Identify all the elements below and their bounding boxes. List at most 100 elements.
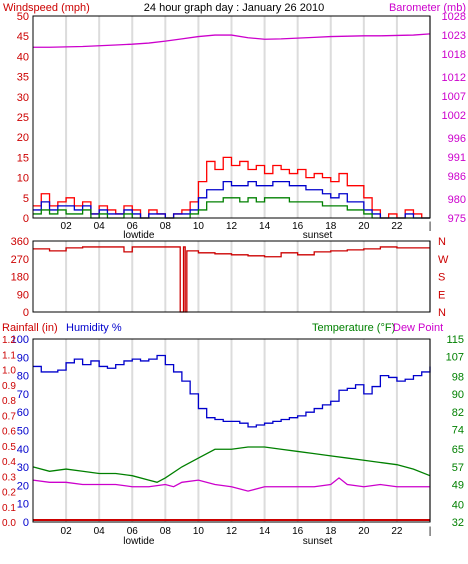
rainfall-tick-label: 1.0: [2, 366, 16, 377]
temperature-tick-label: 82: [452, 407, 464, 419]
barometer-tick-label: 975: [448, 213, 466, 225]
x-tick-label: 22: [391, 526, 403, 537]
x-tick-label: 04: [94, 526, 106, 537]
barometer-tick-label: 986: [448, 171, 466, 183]
humidity-tick-label: 80: [17, 371, 29, 383]
x-tick-label: 04: [94, 221, 106, 232]
x-tick-label: 08: [160, 526, 172, 537]
barometer-tick-label: 1002: [442, 110, 466, 122]
x-tick-label: 12: [226, 221, 238, 232]
x-tick-label: 20: [358, 526, 370, 537]
compass-tick-label: S: [438, 272, 445, 284]
barometer-tick-label: 980: [448, 194, 466, 206]
barometer-series: [33, 33, 431, 48]
x-tick-label: 18: [325, 221, 337, 232]
wind-tick-label: 35: [17, 72, 29, 84]
wind-tick-label: 15: [17, 152, 29, 164]
humidity-tick-label: 50: [17, 426, 29, 438]
chart-title: 24 hour graph day : January 26 2010: [144, 2, 324, 14]
wind-axis-label: Windspeed (mph): [3, 2, 90, 14]
x-tick-label: 02: [61, 221, 73, 232]
wind-tick-label: 25: [17, 112, 29, 124]
x-tick-label: 14: [259, 221, 271, 232]
dewpoint-axis-label: Dew Point: [393, 322, 443, 334]
rainfall-tick-label: 0.4: [2, 457, 16, 468]
wind-tick-label: 30: [17, 92, 29, 104]
temperature-tick-label: 49: [452, 480, 464, 492]
direction-tick-label: 0: [23, 307, 29, 319]
direction-series: [33, 246, 430, 313]
direction-tick-label: 270: [11, 254, 29, 266]
annotation-lowtide: lowtide: [123, 230, 155, 241]
humidity-tick-label: 100: [11, 334, 29, 346]
rainfall-tick-label: 0.3: [2, 472, 16, 483]
x-tick-label: 02: [61, 526, 73, 537]
rainfall-tick-label: 0.8: [2, 396, 16, 407]
compass-tick-label: W: [438, 254, 449, 266]
barometer-tick-label: 1018: [442, 49, 466, 61]
x-tick-label: 22: [391, 221, 403, 232]
rainfall-tick-label: 0.1: [2, 503, 16, 514]
rainfall-tick-label: 1.2: [2, 335, 16, 346]
compass-tick-label: N: [438, 236, 446, 248]
rainfall-tick-label: 0.6: [2, 427, 16, 438]
rainfall-axis-label: Rainfall (in): [2, 322, 58, 334]
x-tick-label: |: [429, 221, 432, 232]
annotation-sunset: sunset: [303, 536, 333, 547]
compass-tick-label: E: [438, 289, 445, 301]
temperature-tick-label: 74: [452, 424, 464, 436]
wind-tick-label: 0: [23, 213, 29, 225]
barometer-axis-label: Barometer (mb): [389, 2, 466, 14]
barometer-tick-label: 996: [448, 133, 466, 145]
direction-tick-label: 360: [11, 236, 29, 248]
x-tick-label: 10: [193, 526, 205, 537]
x-tick-label: 16: [292, 221, 304, 232]
humidity-series: [33, 354, 431, 428]
x-tick-label: 06: [127, 526, 139, 537]
x-tick-label: 08: [160, 221, 172, 232]
x-tick-label: |: [429, 526, 432, 537]
annotation-sunset: sunset: [303, 230, 333, 241]
wind-tick-label: 10: [17, 173, 29, 185]
x-tick-label: 18: [325, 526, 337, 537]
plot-frame-3: [32, 338, 431, 523]
humidity-tick-label: 30: [17, 462, 29, 474]
humidity-tick-label: 10: [17, 499, 29, 511]
temperature-tick-label: 90: [452, 389, 464, 401]
x-tick-label: 14: [259, 526, 271, 537]
x-tick-label: 06: [127, 221, 139, 232]
temperature-tick-label: 115: [446, 334, 464, 346]
temperature-tick-label: 65: [452, 444, 464, 456]
humidity-tick-label: 60: [17, 407, 29, 419]
barometer-tick-label: 1028: [442, 11, 466, 23]
temperature-series: [32, 446, 431, 484]
barometer-tick-label: 1007: [442, 91, 466, 103]
wind_avg-series: [33, 180, 430, 219]
temperature-tick-label: 32: [452, 517, 464, 529]
gust-series: [33, 156, 430, 219]
x-tick-label: 10: [193, 221, 205, 232]
plot-frame-1: [32, 15, 431, 219]
humidity-tick-label: 20: [17, 480, 29, 492]
compass-tick-label: N: [438, 307, 446, 319]
annotation-lowtide: lowtide: [123, 536, 155, 547]
plot-frame-2: [32, 240, 431, 313]
humidity-tick-label: 90: [17, 352, 29, 364]
x-tick-label: 20: [358, 221, 370, 232]
rainfall-tick-label: 0.5: [2, 442, 16, 453]
wind_min-series: [33, 197, 430, 219]
direction-tick-label: 90: [17, 289, 29, 301]
humidity-tick-label: 0: [23, 517, 29, 529]
x-tick-label: 16: [292, 526, 304, 537]
wind-tick-label: 5: [23, 193, 29, 205]
x-tick-label: 12: [226, 526, 238, 537]
barometer-tick-label: 1023: [442, 30, 466, 42]
humidity-axis-label: Humidity %: [66, 322, 122, 334]
temperature-tick-label: 57: [452, 462, 464, 474]
wind-tick-label: 20: [17, 132, 29, 144]
rainfall-tick-label: 0.7: [2, 411, 16, 422]
humidity-tick-label: 70: [17, 389, 29, 401]
wind-tick-label: 40: [17, 51, 29, 63]
